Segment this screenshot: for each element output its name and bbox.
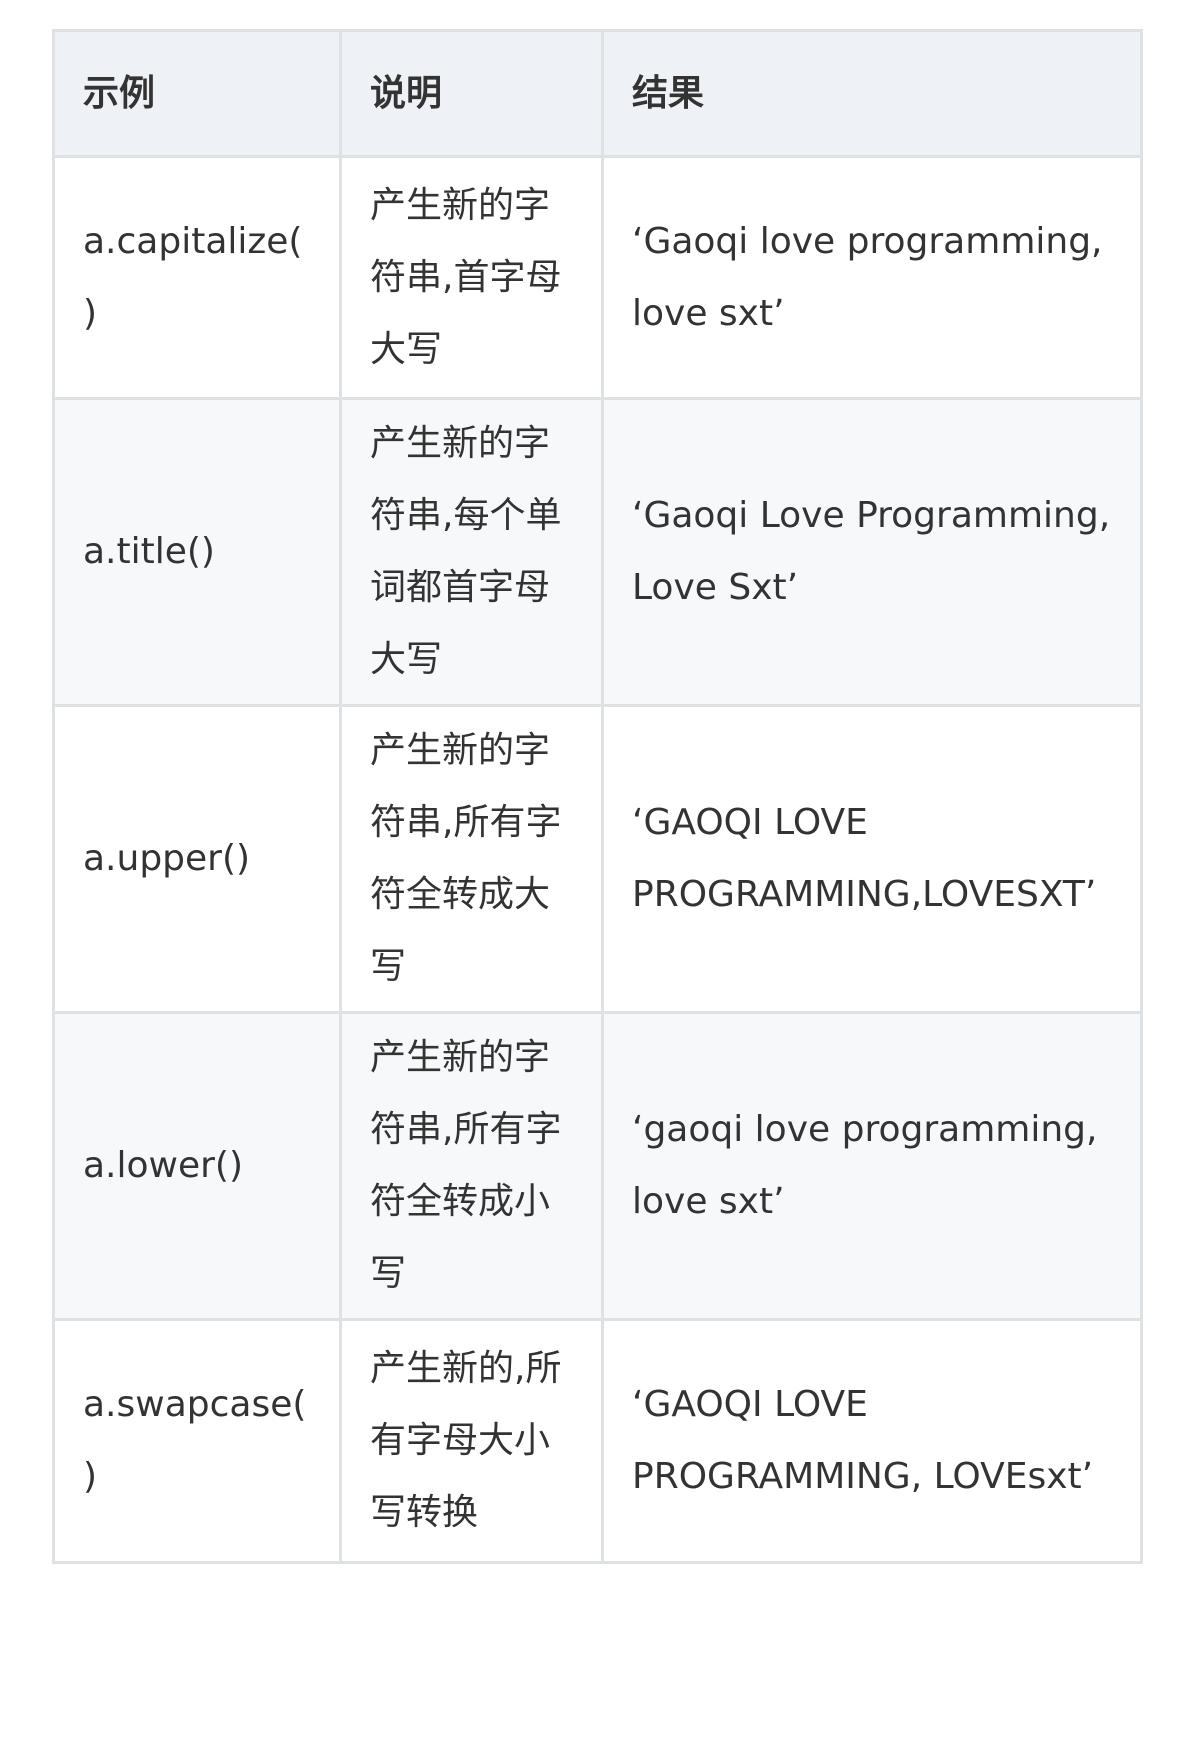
cell-description: 产生新的字符串,首字母大写 — [339, 155, 604, 400]
table-body: a.capitalize() 产生新的字符串,首字母大写 ‘Gaoqi love… — [52, 155, 1143, 1564]
header-row: 示例 说明 结果 — [52, 29, 1143, 158]
cell-result: ‘gaoqi love programming, love sxt’ — [601, 1011, 1143, 1321]
cell-example: a.upper() — [52, 704, 342, 1014]
cell-description: 产生新的字符串,所有字符全转成小写 — [339, 1011, 604, 1321]
table-row: a.upper() 产生新的字符串,所有字符全转成大写 ‘GAOQI LOVE … — [52, 704, 1143, 1014]
table-row: a.lower() 产生新的字符串,所有字符全转成小写 ‘gaoqi love … — [52, 1011, 1143, 1321]
table-row: a.title() 产生新的字符串,每个单词都首字母大写 ‘Gaoqi Love… — [52, 397, 1143, 707]
cell-example: a.title() — [52, 397, 342, 707]
table-row: a.swapcase() 产生新的,所有字母大小写转换 ‘GAOQI LOVE … — [52, 1318, 1143, 1564]
table-header: 示例 说明 结果 — [52, 29, 1143, 158]
cell-result: ‘GAOQI LOVE PROGRAMMING,LOVESXT’ — [601, 704, 1143, 1014]
header-result: 结果 — [601, 29, 1143, 158]
header-description: 说明 — [339, 29, 604, 158]
string-methods-table: 示例 说明 结果 a.capitalize() 产生新的字符串,首字母大写 ‘G… — [52, 29, 1143, 1564]
cell-example: a.lower() — [52, 1011, 342, 1321]
cell-result: ‘Gaoqi Love Programming, Love Sxt’ — [601, 397, 1143, 707]
header-example: 示例 — [52, 29, 342, 158]
cell-result: ‘Gaoqi love programming, love sxt’ — [601, 155, 1143, 400]
cell-description: 产生新的字符串,所有字符全转成大写 — [339, 704, 604, 1014]
cell-example: a.swapcase() — [52, 1318, 342, 1564]
cell-description: 产生新的字符串,每个单词都首字母大写 — [339, 397, 604, 707]
cell-description: 产生新的,所有字母大小写转换 — [339, 1318, 604, 1564]
table-row: a.capitalize() 产生新的字符串,首字母大写 ‘Gaoqi love… — [52, 155, 1143, 400]
cell-result: ‘GAOQI LOVE PROGRAMMING, LOVEsxt’ — [601, 1318, 1143, 1564]
cell-example: a.capitalize() — [52, 155, 342, 400]
